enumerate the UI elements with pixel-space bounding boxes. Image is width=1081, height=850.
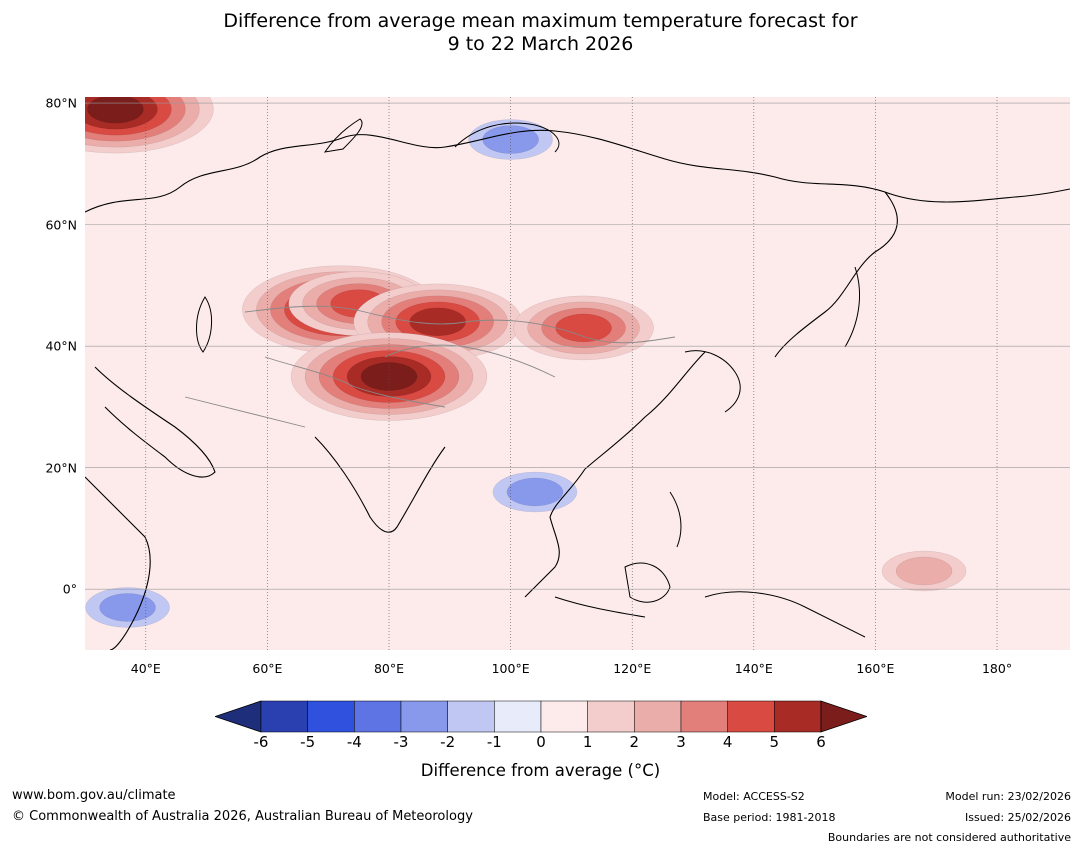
chart-title: Difference from average mean maximum tem… xyxy=(0,10,1081,56)
lat-label-4: 0° xyxy=(62,581,77,597)
lat-label-1: 60°N xyxy=(45,217,77,233)
copyright-text: © Commonwealth of Australia 2026, Austra… xyxy=(12,809,473,824)
colorbar-segment-5 xyxy=(494,700,542,733)
model-run-date: Model run: 23/02/2026 xyxy=(945,790,1071,803)
colorbar-tick-1: -5 xyxy=(300,733,316,751)
lon-label-0: 40°E xyxy=(130,661,161,676)
title-line-2: 9 to 22 March 2026 xyxy=(447,33,634,55)
lon-label-5: 140°E xyxy=(734,661,773,676)
colorbar-tick-12: 6 xyxy=(816,733,826,751)
colorbar-segment-9 xyxy=(680,700,728,733)
colorbar-segment-4 xyxy=(447,700,495,733)
lat-label-3: 20°N xyxy=(45,460,77,476)
colorbar-tick-5: -1 xyxy=(486,733,502,751)
colorbar-segment-1 xyxy=(307,700,355,733)
boundaries-disclaimer: Boundaries are not considered authoritat… xyxy=(827,831,1071,844)
colorbar-segment-8 xyxy=(634,700,682,733)
lat-label-2: 40°N xyxy=(45,338,77,354)
colorbar-tick-2: -4 xyxy=(346,733,362,751)
anomaly-contour-2-5 xyxy=(409,307,466,337)
graticule xyxy=(85,97,1070,650)
model-name: Model: ACCESS-S2 xyxy=(703,790,805,803)
colorbar-segment-10 xyxy=(727,700,775,733)
website-link[interactable]: www.bom.gov.au/climate xyxy=(12,788,176,803)
lon-label-4: 120°E xyxy=(613,661,652,676)
issued-date: Issued: 25/02/2026 xyxy=(964,811,1071,824)
anomaly-contour-5-6 xyxy=(87,97,144,124)
colorbar xyxy=(215,700,867,733)
lon-label-2: 80°E xyxy=(373,661,405,676)
anomaly-contour-7-2 xyxy=(506,477,564,507)
colorbar-segment-2 xyxy=(354,700,402,733)
colorbar-segment-11 xyxy=(774,700,822,733)
colorbar-tick-4: -2 xyxy=(440,733,456,751)
colorbar-tick-0: -6 xyxy=(253,733,269,751)
lat-label-0: 80°N xyxy=(45,95,77,111)
title-line-1: Difference from average mean maximum tem… xyxy=(223,10,858,32)
colorbar-segment-7 xyxy=(587,700,635,733)
anomaly-contour-3-4 xyxy=(555,313,612,343)
anomaly-contour-8-2 xyxy=(99,593,156,622)
colorbar-extend-high xyxy=(820,700,867,733)
base-period: Base period: 1981-2018 xyxy=(703,811,836,824)
colorbar-segment-6 xyxy=(540,700,588,733)
colorbar-tick-9: 3 xyxy=(676,733,686,751)
colorbar-tick-3: -3 xyxy=(393,733,409,751)
lon-label-3: 100°E xyxy=(491,661,530,676)
anomaly-contour-9-2 xyxy=(895,556,953,586)
forecast-map xyxy=(85,97,1070,650)
lon-label-1: 60°E xyxy=(252,661,283,676)
colorbar-extend-low xyxy=(215,700,262,733)
colorbar-tick-6: 0 xyxy=(536,733,546,751)
colorbar-tick-11: 5 xyxy=(769,733,780,751)
colorbar-tick-10: 4 xyxy=(722,733,733,751)
colorbar-segment-0 xyxy=(260,700,308,733)
colorbar-segment-3 xyxy=(400,700,448,733)
lon-label-6: 160°E xyxy=(856,661,895,676)
colorbar-tick-8: 2 xyxy=(629,733,640,751)
colorbar-label: Difference from average (°C) xyxy=(420,761,661,780)
lon-label-7: 180° xyxy=(981,661,1013,676)
map-canvas xyxy=(85,97,1070,650)
colorbar-tick-7: 1 xyxy=(582,733,593,751)
